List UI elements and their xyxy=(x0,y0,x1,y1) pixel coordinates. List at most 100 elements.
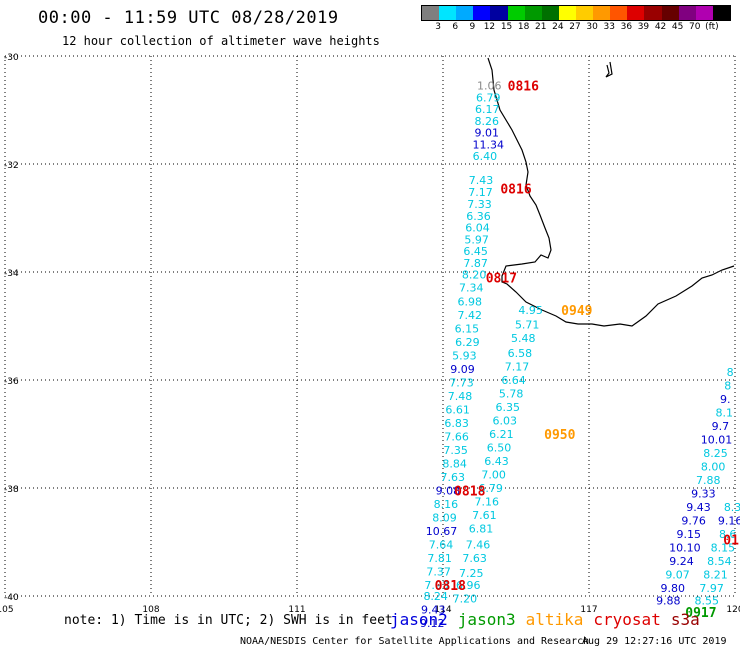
wave-height-value: 6.29 xyxy=(455,336,480,349)
wave-height-value: 7.46 xyxy=(466,539,491,552)
wave-height-value: 6.35 xyxy=(495,401,520,414)
colorbar-swatch xyxy=(558,6,576,20)
wave-height-value: 6.40 xyxy=(473,150,498,163)
pass-times: 0816 0816 0817 0949 0950 0818 0818 0917 01 xyxy=(435,80,739,622)
wave-height-value: 9.16 xyxy=(718,514,740,527)
wave-height-value: 7.63 xyxy=(462,552,487,565)
wave-height-value: 6.98 xyxy=(458,296,483,309)
pass-time-label: 0950 xyxy=(544,428,575,443)
legend-s3a: s3a xyxy=(670,610,700,629)
latitude-tick-label: -40 xyxy=(4,593,19,603)
wave-height-value: 6.96 xyxy=(456,579,481,592)
wave-height-value: 1.06 xyxy=(477,80,502,93)
legend-jason3: jason3 xyxy=(457,610,516,629)
australia-coastline xyxy=(487,57,735,327)
wave-height-value: 9.33 xyxy=(691,487,716,500)
wave-height-value: 6.61 xyxy=(445,404,470,417)
wave-height-value: 7.64 xyxy=(429,539,454,552)
wave-height-value: 9.88 xyxy=(656,594,681,607)
wave-height-value: 8.20 xyxy=(462,269,487,282)
map-grid xyxy=(4,55,736,597)
wave-height-value: 8 xyxy=(727,366,734,379)
wave-height-value: 8.1 xyxy=(716,406,734,419)
wave-height-value: 7.00 xyxy=(481,469,506,482)
wave-height-value: 6.79 xyxy=(478,482,503,495)
wave-height-value: 8.09 xyxy=(432,512,457,525)
longitude-tick-label: 105 xyxy=(0,605,14,615)
island-outline xyxy=(605,61,613,78)
wave-height-value: 6.17 xyxy=(475,103,500,116)
wave-height-value: 7.43 xyxy=(469,174,494,187)
wave-height-value: 9.15 xyxy=(677,528,702,541)
wave-height-value: 8.6 xyxy=(719,528,737,541)
satellite-legend: jason2 jason3 altika cryosat s3a xyxy=(390,610,710,629)
coastline xyxy=(487,57,735,327)
map-axis-ticks: 105 108 111 114 117 120 -30 -32 -34 -36 -38 -40 xyxy=(0,53,740,615)
wave-height-value: 8.84 xyxy=(442,458,467,471)
wave-height-value: 7.61 xyxy=(472,509,497,522)
wave-height-value: 6.15 xyxy=(455,323,480,336)
wave-height-value: 9.07 xyxy=(665,568,690,581)
wave-height-value: 6.03 xyxy=(493,415,518,428)
colorbar-swatch xyxy=(507,6,525,20)
wave-height-value: 5.48 xyxy=(511,332,536,345)
wave-height-value: 6.50 xyxy=(487,442,512,455)
colorbar-swatch xyxy=(593,6,611,20)
colorbar-swatch xyxy=(490,6,508,20)
latitude-tick-label: -34 xyxy=(4,269,19,279)
wave-height-value: 7.34 xyxy=(459,282,484,295)
wave-height-value: 6.64 xyxy=(501,374,526,387)
wave-height-value: 7.48 xyxy=(448,390,473,403)
pass-time-label: 0816 xyxy=(508,80,539,95)
colorbar-swatch xyxy=(661,6,679,20)
colorbar-swatch xyxy=(610,6,628,20)
wave-height-value: 7.25 xyxy=(459,567,484,580)
pass-time-label: 0917 xyxy=(685,606,716,621)
map-subtitle: 12 hour collection of altimeter wave hei… xyxy=(62,34,380,48)
wave-height-value: 9.12 xyxy=(420,617,445,630)
pass-time-label: 0949 xyxy=(561,304,592,319)
colorbar-label: 21 xyxy=(535,22,547,32)
wave-height-value: 7.87 xyxy=(463,257,488,270)
wave-height-value: 8.3 xyxy=(724,501,740,514)
colorbar-swatch xyxy=(695,6,713,20)
colorbar-swatch xyxy=(473,6,491,20)
wave-height-value: 6.58 xyxy=(508,347,533,360)
latitude-tick-label: -30 xyxy=(4,53,19,63)
wave-height-value: 8.16 xyxy=(434,498,459,511)
wave-height-value: 7.35 xyxy=(443,444,468,457)
wave-height-value: 9.01 xyxy=(475,127,500,140)
wave-height-value: 8.15 xyxy=(711,541,736,554)
wave-height-value: 8.00 xyxy=(701,460,726,473)
colorbar-labels: 3 6 9 12 15 18 21 24 27 30 33 36 39 42 45 70 (ft) xyxy=(421,22,729,34)
colorbar-label: 27 xyxy=(569,22,581,32)
latitude-tick-label: -36 xyxy=(4,377,19,387)
longitude-tick-label: 120 xyxy=(726,605,740,615)
wave-height-value: 8.54 xyxy=(707,555,732,568)
colorbar-label: 33 xyxy=(603,22,615,32)
wave-height-value: 9.80 xyxy=(660,582,685,595)
colorbar-label: 9 xyxy=(469,22,476,32)
pass-time-label: 0816 xyxy=(500,182,531,197)
latitude-tick-label: -38 xyxy=(4,485,19,495)
colorbar-label: 18 xyxy=(517,22,530,32)
altimeter-values: 1.066.796.178.269.0111.346.407.437.177.3… xyxy=(420,80,740,630)
wave-height-value: 7.66 xyxy=(444,431,469,444)
latitude-tick-label: -32 xyxy=(4,161,19,171)
colorbar-label: 42 xyxy=(654,22,667,32)
wave-height-value: 5.71 xyxy=(515,318,540,331)
wave-height-value: 10.67 xyxy=(426,525,458,538)
colorbar-label: 45 xyxy=(671,22,684,32)
wave-height-value: 7.37 xyxy=(426,566,451,579)
colorbar-swatch xyxy=(678,6,696,20)
wave-height-value: 8.24 xyxy=(423,590,448,603)
wave-height-value: 6.83 xyxy=(444,417,469,430)
wave-height-value: 5.97 xyxy=(464,234,489,247)
colorbar-swatch xyxy=(524,6,542,20)
wave-height-value: 7.63 xyxy=(440,471,465,484)
longitude-tick-label: 108 xyxy=(142,605,159,615)
pass-time-label: 0817 xyxy=(486,271,517,286)
wave-height-value: 7.73 xyxy=(449,377,474,390)
map-title: 00:00 - 11:59 UTC 08/28/2019 xyxy=(38,8,339,28)
wave-height-value: 7.17 xyxy=(468,186,493,199)
